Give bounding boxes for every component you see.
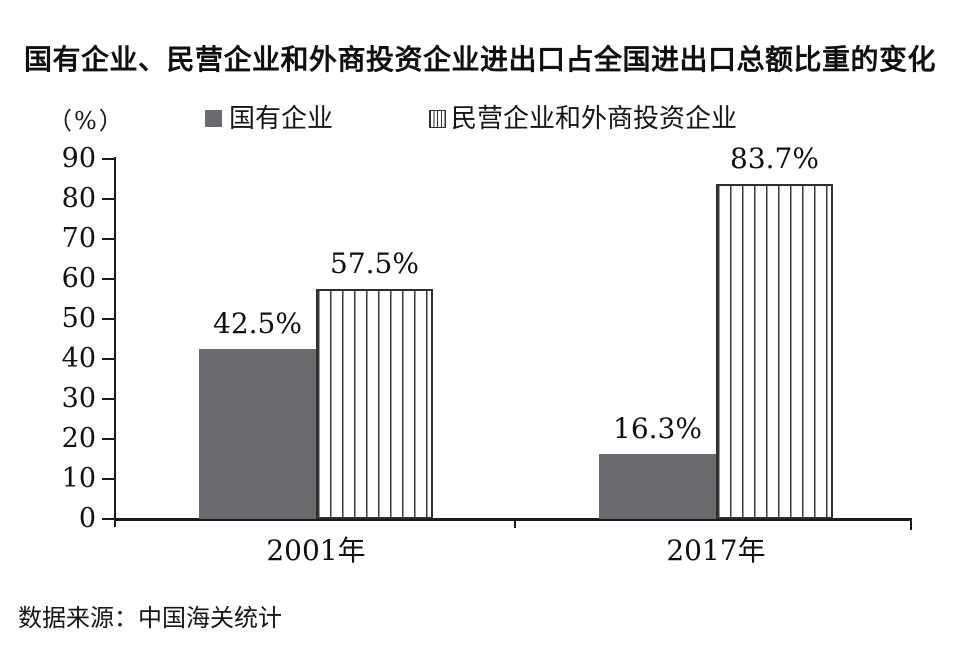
- y-tick-mark: [102, 278, 114, 280]
- value-label-solid-2017年: 16.3%: [613, 412, 702, 445]
- bar-solid-2017年: [599, 454, 716, 519]
- bar-solid-2001年: [199, 349, 316, 519]
- y-axis-line: [114, 157, 116, 527]
- y-tick-label: 20: [61, 423, 96, 454]
- legend-label-private-foreign: 民营企业和外商投资企业: [451, 104, 738, 134]
- bar-striped-2001年: [316, 289, 433, 519]
- bar-striped-2017年: [716, 184, 833, 519]
- y-tick-label: 10: [61, 463, 96, 494]
- y-tick-label: 60: [61, 263, 96, 294]
- legend-swatch-striped-icon: [429, 110, 446, 128]
- y-tick-mark: [102, 358, 114, 360]
- y-tick-mark: [102, 198, 114, 200]
- y-tick-label: 40: [61, 343, 96, 374]
- value-label-solid-2001年: 42.5%: [213, 307, 302, 340]
- category-label-2017年: 2017年: [666, 534, 766, 567]
- legend-label-state-owned: 国有企业: [229, 104, 334, 134]
- x-mid-tick-mark: [514, 521, 516, 528]
- y-tick-mark: [102, 438, 114, 440]
- y-tick-label: 80: [61, 183, 96, 214]
- category-label-2001年: 2001年: [266, 534, 366, 567]
- value-label-striped-2001年: 57.5%: [330, 247, 419, 280]
- y-tick-label: 0: [78, 503, 96, 534]
- y-tick-mark: [102, 238, 114, 240]
- y-tick-mark: [102, 478, 114, 480]
- y-tick-label: 30: [61, 383, 96, 414]
- x-end-tick-mark: [910, 521, 912, 530]
- y-tick-mark: [102, 398, 114, 400]
- source-note: 数据来源：中国海关统计: [18, 604, 282, 632]
- value-label-striped-2017年: 83.7%: [730, 142, 819, 175]
- chart-title: 国有企业、民营企业和外商投资企业进出口占全国进出口总额比重的变化: [23, 44, 936, 75]
- y-axis-unit-label: （%）: [48, 107, 125, 135]
- y-tick-mark: [102, 318, 114, 320]
- legend-swatch-solid-icon: [205, 110, 222, 127]
- y-tick-label: 50: [61, 303, 96, 334]
- y-tick-mark: [102, 518, 114, 520]
- y-tick-mark: [102, 158, 114, 160]
- y-tick-label: 90: [61, 143, 96, 174]
- y-tick-label: 70: [61, 223, 96, 254]
- x-axis-line: [114, 518, 912, 521]
